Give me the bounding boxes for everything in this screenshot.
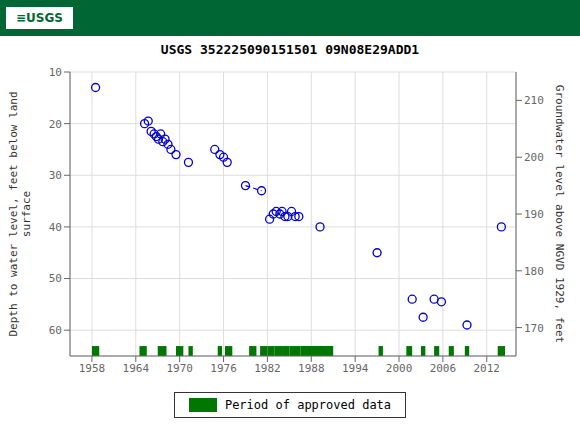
html-text:≡USGS: ≡USGS	[16, 11, 63, 25]
svg-text:1970: 1970	[166, 362, 193, 375]
svg-text:1982: 1982	[254, 362, 281, 375]
svg-text:50: 50	[49, 272, 62, 285]
svg-text:10: 10	[49, 66, 62, 79]
svg-text:Depth to water level, feet bel: Depth to water level, feet below landsur…	[8, 91, 33, 336]
svg-text:1976: 1976	[210, 362, 237, 375]
svg-text:Groundwater level above NGVD 1: Groundwater level above NGVD 1929, feet	[553, 85, 566, 343]
svg-text:60: 60	[49, 324, 62, 337]
html-text:Period of approved data: Period of approved data	[224, 398, 392, 412]
svg-text:170: 170	[524, 322, 544, 335]
svg-text:2006: 2006	[430, 362, 457, 375]
html-text:USGS 352225090151501 09N08E29A: USGS 352225090151501 09N08E29ADD1	[160, 42, 420, 57]
svg-text:2000: 2000	[386, 362, 413, 375]
svg-text:1994: 1994	[342, 362, 369, 375]
svg-text:30: 30	[49, 169, 62, 182]
svg-text:1964: 1964	[123, 362, 150, 375]
svg-text:180: 180	[524, 265, 544, 278]
svg-text:1958: 1958	[79, 362, 106, 375]
svg-text:210: 210	[524, 94, 544, 107]
svg-text:190: 190	[524, 208, 544, 221]
svg-text:20: 20	[49, 118, 62, 131]
svg-text:1988: 1988	[298, 362, 325, 375]
svg-text:2012: 2012	[474, 362, 501, 375]
svg-text:40: 40	[49, 221, 62, 234]
svg-text:200: 200	[524, 151, 544, 164]
